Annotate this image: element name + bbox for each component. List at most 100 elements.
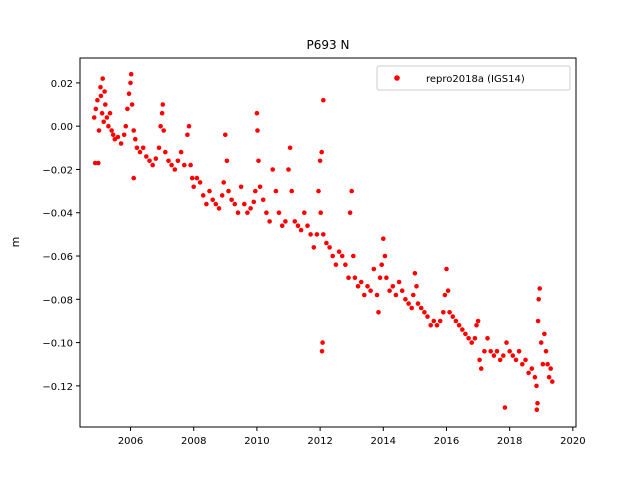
data-point [532, 374, 538, 380]
data-point [431, 318, 437, 324]
data-point [543, 349, 549, 354]
data-point [115, 134, 121, 140]
data-point [101, 119, 106, 125]
legend-marker [394, 75, 400, 81]
data-point [469, 340, 475, 345]
data-point [460, 327, 465, 332]
data-point [166, 158, 171, 164]
data-point [235, 210, 241, 215]
data-point [186, 123, 192, 129]
data-point [160, 102, 166, 107]
data-point [346, 275, 351, 281]
data-point [456, 323, 462, 328]
data-point [223, 132, 228, 138]
data-point [510, 353, 516, 358]
data-point [330, 253, 336, 259]
data-point [308, 232, 313, 237]
data-point [497, 357, 503, 363]
data-point [224, 158, 230, 164]
data-point [381, 236, 386, 241]
data-point [191, 184, 196, 190]
data-point [264, 210, 269, 215]
data-point [98, 93, 104, 99]
data-point [450, 314, 456, 319]
data-point [172, 167, 178, 172]
data-point [403, 297, 408, 302]
data-point [504, 340, 509, 345]
data-point [144, 154, 149, 159]
data-point [219, 193, 225, 198]
data-point [221, 180, 226, 185]
data-point [229, 197, 234, 203]
data-point [185, 132, 190, 138]
data-point [121, 132, 127, 138]
data-point [384, 275, 389, 281]
x-tick-label: 2016 [434, 436, 459, 447]
data-point [131, 128, 136, 133]
data-point [210, 197, 215, 203]
data-point [339, 253, 345, 259]
data-point [352, 275, 358, 281]
data-point [260, 197, 266, 203]
data-point [302, 210, 307, 215]
data-point [305, 223, 310, 228]
data-point [96, 128, 102, 133]
data-point [463, 331, 468, 337]
data-point [298, 227, 304, 233]
data-point [491, 353, 497, 358]
data-point [286, 167, 291, 172]
data-point [251, 199, 257, 205]
data-point [245, 210, 250, 215]
x-tick-label: 2018 [497, 436, 522, 447]
data-point [147, 158, 152, 164]
data-point [513, 357, 519, 363]
data-point [379, 262, 385, 268]
data-point [95, 97, 100, 103]
data-point [226, 188, 231, 194]
data-point [189, 175, 195, 181]
data-point [358, 279, 364, 285]
data-point [526, 370, 531, 376]
x-tick-label: 2010 [244, 436, 269, 447]
data-point [540, 361, 546, 367]
data-point [256, 158, 261, 164]
data-point [546, 374, 552, 380]
data-point [387, 288, 392, 294]
data-point [161, 128, 166, 133]
data-point [482, 349, 487, 354]
data-point [327, 245, 332, 250]
data-point [447, 310, 452, 315]
data-point [542, 331, 547, 337]
data-point [175, 158, 181, 164]
data-point [267, 219, 272, 224]
data-point [477, 357, 482, 363]
data-point [393, 292, 399, 298]
data-point [279, 223, 285, 228]
data-point [150, 162, 155, 168]
y-tick-label: −0.06 [42, 252, 73, 263]
data-point [485, 336, 490, 341]
data-point [314, 232, 320, 237]
data-point [178, 149, 184, 155]
data-point [507, 349, 512, 354]
data-point [140, 145, 146, 151]
data-point [257, 184, 263, 190]
data-point [466, 336, 471, 341]
data-point [109, 128, 114, 133]
data-point [376, 310, 381, 315]
y-tick-label: −0.04 [42, 209, 73, 220]
data-point [197, 180, 203, 185]
data-point [103, 102, 108, 107]
data-point [311, 245, 317, 250]
data-point [441, 310, 446, 315]
data-point [399, 288, 405, 294]
data-point [316, 188, 321, 194]
data-point [158, 123, 163, 129]
data-point [349, 188, 355, 194]
y-tick-label: −0.08 [42, 295, 73, 306]
y-tick-label: −0.10 [42, 339, 73, 350]
data-point [377, 275, 383, 281]
data-point [382, 253, 388, 259]
data-point [133, 136, 138, 142]
data-point [412, 271, 418, 276]
